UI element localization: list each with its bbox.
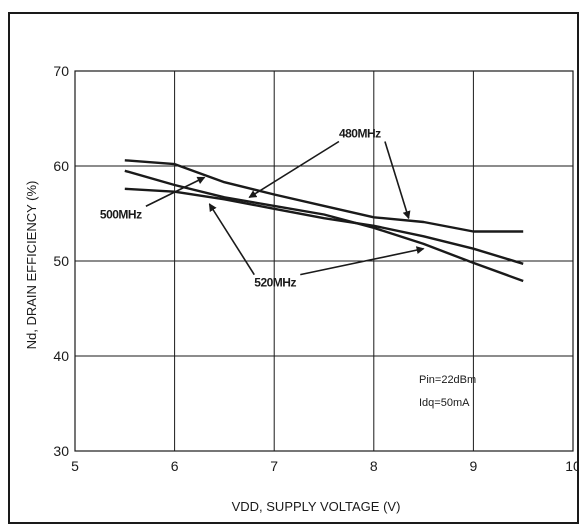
series-label-480mhz: 480MHz [339,127,381,141]
series-line-520mhz [124,169,524,283]
series-layer [124,159,524,283]
series-label-520mhz: 520MHz [254,276,296,290]
label-arrow [300,246,425,276]
grid-layer [75,71,573,451]
tick-labels: 5 6 7 8 9 10 30 40 50 60 70 [53,63,577,474]
x-tick-label: 9 [470,458,478,474]
chart-frame: 5 6 7 8 9 10 30 40 50 60 70 480MHz 500MHz 520MHz VDD… [8,12,579,524]
x-tick-label: 6 [171,458,179,474]
y-tick-label: 40 [53,348,69,364]
x-tick-label: 5 [71,458,79,474]
label-arrow [248,140,340,199]
y-tick-label: 60 [53,158,69,174]
y-axis-title: Nd, DRAIN EFFICIENCY (%) [24,181,39,350]
x-tick-label: 8 [370,458,378,474]
plot-border [74,70,574,452]
series-line-500mhz [124,187,524,265]
series-line-480mhz [124,159,524,233]
x-tick-label: 10 [565,458,577,474]
annotation-idq: Idq=50mA [419,397,470,409]
label-arrow [384,141,411,220]
x-tick-label: 7 [270,458,278,474]
label-arrow [145,176,206,207]
x-axis-title: VDD, SUPPLY VOLTAGE (V) [232,499,401,514]
label-arrow [208,203,255,276]
series-label-500mhz: 500MHz [100,207,142,221]
efficiency-chart: 5 6 7 8 9 10 30 40 50 60 70 480MHz 500MHz 520MHz VDD… [24,63,577,514]
series-labels: 480MHz 500MHz 520MHz [100,127,425,290]
y-tick-label: 50 [53,253,69,269]
y-tick-label: 70 [53,63,69,79]
y-tick-label: 30 [53,443,69,459]
annotation-pin: Pin=22dBm [419,374,476,386]
